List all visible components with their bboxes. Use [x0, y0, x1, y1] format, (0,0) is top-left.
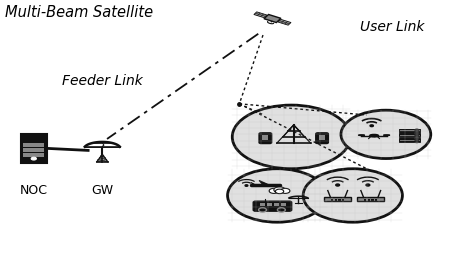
Circle shape: [370, 125, 374, 127]
Circle shape: [269, 188, 279, 194]
Circle shape: [415, 136, 419, 138]
Bar: [399, 136, 420, 137]
Circle shape: [415, 129, 419, 131]
Bar: [338, 199, 340, 201]
Bar: [372, 199, 374, 201]
Bar: [357, 197, 384, 201]
Text: Multi-Beam Satellite: Multi-Beam Satellite: [5, 5, 154, 20]
Bar: [267, 204, 272, 206]
Bar: [324, 197, 351, 201]
FancyBboxPatch shape: [264, 15, 281, 23]
Circle shape: [415, 134, 419, 136]
Circle shape: [31, 157, 36, 160]
Circle shape: [415, 137, 419, 139]
Bar: [365, 199, 366, 201]
Bar: [331, 199, 333, 201]
Ellipse shape: [358, 135, 365, 136]
Bar: [399, 141, 420, 142]
Circle shape: [258, 208, 266, 212]
Bar: [262, 135, 268, 140]
Circle shape: [275, 189, 284, 194]
Ellipse shape: [341, 110, 431, 158]
Text: Feeder Link: Feeder Link: [62, 74, 143, 88]
Text: NOC: NOC: [20, 184, 48, 197]
Circle shape: [274, 187, 285, 193]
Circle shape: [336, 184, 339, 186]
Circle shape: [277, 208, 285, 212]
Bar: [281, 204, 286, 206]
Ellipse shape: [370, 134, 379, 137]
Polygon shape: [251, 182, 256, 185]
Circle shape: [366, 184, 370, 186]
Bar: [278, 19, 291, 25]
Bar: [399, 139, 420, 141]
Ellipse shape: [383, 135, 390, 136]
Bar: [319, 135, 325, 140]
Ellipse shape: [228, 169, 327, 222]
Bar: [254, 12, 267, 18]
Bar: [342, 199, 344, 201]
Bar: [21, 134, 47, 163]
Circle shape: [415, 139, 419, 141]
FancyBboxPatch shape: [253, 201, 292, 211]
Bar: [399, 137, 420, 139]
Ellipse shape: [303, 169, 402, 222]
Circle shape: [281, 188, 290, 194]
Circle shape: [415, 131, 419, 133]
Bar: [399, 131, 420, 132]
Bar: [375, 199, 377, 201]
Bar: [23, 143, 44, 147]
Circle shape: [415, 132, 419, 134]
Bar: [23, 153, 44, 157]
Circle shape: [415, 141, 419, 143]
Bar: [260, 204, 265, 206]
Bar: [335, 199, 337, 201]
Ellipse shape: [232, 105, 350, 169]
Bar: [399, 134, 420, 136]
Bar: [399, 133, 420, 134]
FancyBboxPatch shape: [316, 133, 328, 143]
Text: GW: GW: [91, 184, 113, 197]
FancyBboxPatch shape: [259, 133, 272, 143]
Polygon shape: [259, 180, 270, 185]
Text: User Link: User Link: [360, 20, 424, 34]
Bar: [368, 199, 370, 201]
Bar: [23, 148, 44, 152]
Bar: [399, 130, 420, 131]
Circle shape: [245, 185, 248, 186]
Bar: [274, 204, 279, 206]
